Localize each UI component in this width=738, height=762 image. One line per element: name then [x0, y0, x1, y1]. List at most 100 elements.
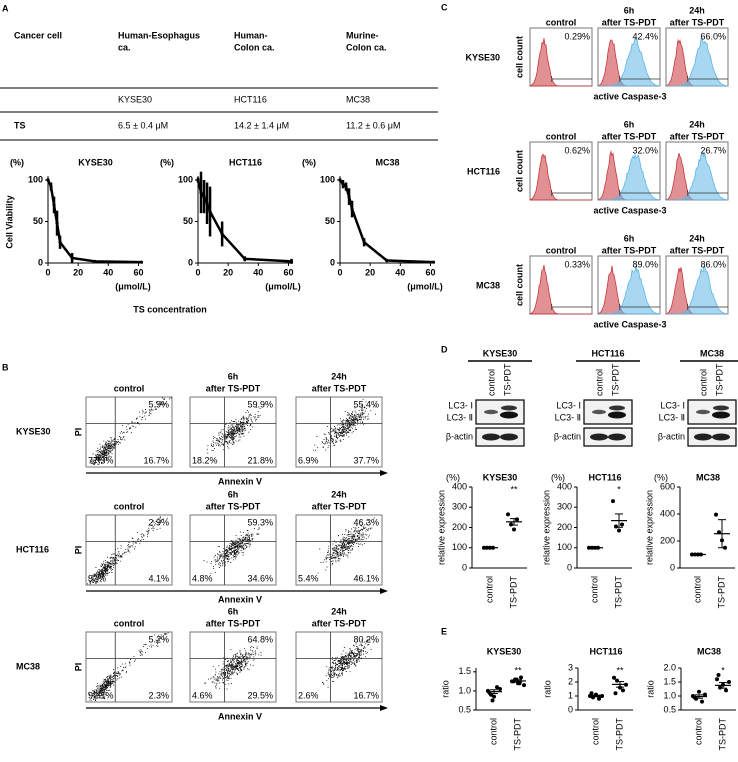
blot [687, 399, 737, 425]
point [362, 240, 366, 244]
column-title: control [546, 131, 577, 141]
y-tick-label: 1.0 [663, 690, 676, 700]
gate-percent: 66.0% [700, 31, 726, 41]
column-title: after TS-PDT [602, 131, 657, 141]
scatter-cloud [313, 398, 376, 451]
point [220, 232, 224, 236]
point [347, 195, 351, 199]
y-tick-label: 1.0 [458, 685, 471, 695]
band [484, 409, 498, 415]
chart-title: KYSE30 [483, 472, 518, 482]
histogram [529, 265, 592, 315]
dot [714, 512, 718, 517]
plot-frame [85, 631, 173, 703]
column-title: after TS-PDT [670, 17, 725, 27]
column-title: 24h [689, 119, 705, 129]
blot [475, 399, 525, 425]
x-tick-label: 20 [365, 267, 375, 277]
dot [613, 691, 618, 696]
unit-label: (μmol/L) [115, 281, 151, 291]
unit-label: (%) [551, 472, 565, 482]
x-tick-label: 60 [133, 267, 143, 277]
row-label: KYSE30 [16, 426, 51, 436]
x-tick-label: 60 [283, 267, 293, 277]
y-tick-label: 50 [183, 216, 193, 226]
column-title: after TS-PDT [206, 383, 261, 393]
axis-title: ratio [645, 680, 655, 698]
y-tick-label: 300 [452, 502, 467, 512]
y-tick-label: 0 [670, 562, 675, 572]
band [713, 405, 729, 411]
band [592, 409, 606, 415]
band [482, 433, 500, 441]
plot-frame [189, 631, 277, 703]
dot [492, 694, 496, 699]
quadrant-percent: 4.1% [148, 573, 169, 583]
table-header: Colon ca. [346, 42, 387, 52]
y-tick-label: 1 [568, 690, 573, 700]
blot-header: KYSE30 [483, 348, 518, 358]
band-label: LC3- Ⅰ [660, 400, 685, 410]
x-tick-label: control [589, 576, 599, 603]
table-cell: KYSE30 [118, 94, 152, 104]
x-tick-label: 40 [253, 267, 263, 277]
y-tick-label: 0.5 [458, 704, 471, 714]
dot [490, 698, 495, 703]
table-header: Murine- [346, 30, 379, 40]
axis-title: active Caspase-3 [593, 205, 666, 215]
row-label: MC38 [16, 661, 40, 671]
quadrant-percent: 4.8% [192, 573, 213, 583]
y-tick-label: 1.5 [458, 666, 471, 676]
dot [512, 527, 516, 532]
y-tick-label: 2 [568, 676, 573, 686]
histogram [598, 153, 661, 201]
gate-percent: 32.0% [632, 145, 658, 155]
dot [697, 689, 701, 694]
column-title: 24h [331, 606, 347, 616]
point [350, 207, 354, 211]
y-tick-label: 2.0 [663, 662, 676, 672]
y-tick-label: 300 [557, 502, 572, 512]
point [49, 185, 53, 189]
column-title: 6h [228, 606, 239, 616]
table-header: Cancer cell [14, 30, 62, 40]
gate-percent: 42.4% [632, 31, 658, 41]
quadrant-percent: 2.9% [148, 517, 169, 527]
band [609, 405, 625, 411]
x-tick-label: control [590, 718, 600, 745]
quadrant-percent: 77.3% [88, 455, 114, 465]
dot [611, 499, 615, 504]
panel-label: C [441, 2, 448, 12]
y-tick-label: 0 [38, 257, 43, 267]
scatter-cloud [89, 397, 172, 465]
quadrant-percent: 59.3% [247, 517, 273, 527]
column-title: control [114, 618, 145, 628]
scatter-cloud [317, 517, 375, 574]
quadrant-percent: 21.8% [247, 455, 273, 465]
quadrant-percent: 92.1% [88, 690, 114, 700]
point [289, 259, 294, 263]
point [55, 221, 59, 225]
row-label: MC38 [476, 280, 500, 290]
point [196, 178, 200, 182]
column-title: after TS-PDT [602, 17, 657, 27]
band [712, 411, 730, 419]
histogram [529, 153, 592, 201]
unit-label: (%) [654, 472, 668, 482]
band-label: β-actin [658, 431, 685, 441]
y-tick-label: 200 [452, 522, 467, 532]
chart-title: HCT116 [588, 472, 621, 482]
blot [583, 399, 633, 425]
y-tick-label: 0 [462, 562, 467, 572]
column-title: control [546, 17, 577, 27]
axis-title: Annexin V [218, 476, 262, 486]
x-tick-label: TS-PDT [508, 576, 518, 609]
column-title: after TS-PDT [312, 618, 367, 628]
point [385, 258, 389, 263]
axis-title: relative expression [644, 490, 654, 565]
y-tick-label: 200 [660, 535, 675, 545]
axis-title: ratio [440, 680, 450, 698]
dot [724, 688, 728, 693]
